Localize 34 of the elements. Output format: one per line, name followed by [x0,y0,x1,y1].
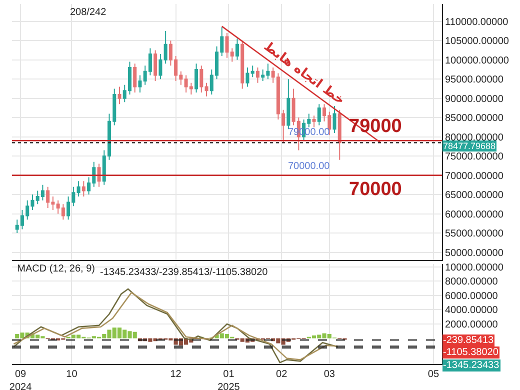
annotation: خط اتجاه هابط [260,39,348,108]
y-tick-label: 110000.00000 [445,16,509,28]
ref-line-label: -1345.23433 [443,360,500,371]
x-tick-label: 09 2024 [9,369,32,390]
ref-line-label: -239.85413 [443,335,494,346]
y-tick-label: 105000.00000 [445,36,510,48]
y-tick-label: 2000.00000 [445,320,498,330]
ref-line-label: 70000.00 [288,161,330,172]
y-tick-label: 10000.00000 [445,262,504,274]
y-tick-label: 90000.00000 [445,94,504,105]
x-tick-label: 01 2025 [218,369,240,390]
y-tick-label: 95000.00000 [445,74,504,86]
ref-line-label: 78477.79688 [443,141,496,151]
y-tick-label: 85000.00000 [445,113,504,124]
y-tick-label: 75000.00000 [445,152,504,163]
x-tick-label: 05 [428,369,440,380]
y-tick-label: 60000.00000 [445,209,504,220]
x-tick-label: 12 [170,369,182,380]
ref-line-label: -1105.38020 [443,347,499,358]
y-tick-label: 6000.00000 [445,290,498,302]
annotation: -1345.23433/-239.85413/-1105.38020 [100,267,268,278]
x-tick-label: 10 [66,369,78,380]
y-tick-label: 100000.00000 [445,55,510,66]
y-tick-label: 70000.00000 [445,170,504,182]
chart-title: MACD (12, 26, 9) [17,264,95,274]
y-tick-label: 55000.00000 [445,228,504,240]
annotation: 208/242 [70,7,107,18]
y-tick-label: 4000.00000 [445,305,498,316]
x-tick-label: 03 [324,369,336,380]
y-tick-label: 8000.00000 [445,276,498,288]
y-tick-label: 65000.00000 [445,190,504,202]
y-tick-label: 50000.00000 [445,248,504,259]
x-tick-label: 02 [276,369,288,380]
annotation: 70000 [349,179,402,200]
